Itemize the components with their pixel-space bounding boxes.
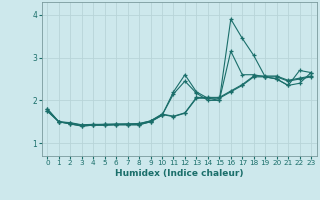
X-axis label: Humidex (Indice chaleur): Humidex (Indice chaleur) [115, 169, 244, 178]
